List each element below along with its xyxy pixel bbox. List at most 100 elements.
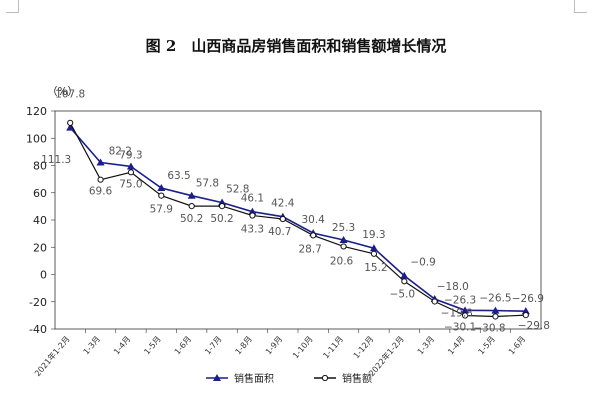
x-tick-label: 1-9月 (264, 335, 284, 357)
x-tick-label: 1-10月 (291, 335, 315, 361)
y-tick-label: 60 (33, 187, 47, 200)
data-label: −26.3 (444, 294, 476, 306)
data-label: −19.8 (441, 307, 473, 319)
triangle-marker (248, 207, 257, 215)
data-label: −5.0 (390, 288, 416, 300)
x-tick-label: 1-5月 (477, 335, 497, 357)
axes (51, 110, 542, 333)
data-label: 43.3 (241, 224, 264, 236)
series-group (66, 119, 530, 320)
top-left-corner-mark (6, 0, 19, 13)
circle-marker (97, 176, 104, 183)
y-tick-label: -40 (29, 323, 47, 336)
circle-marker (188, 203, 195, 210)
triangle-marker (400, 271, 409, 279)
triangle-marker (157, 183, 166, 191)
data-label: 111.3 (41, 154, 71, 166)
data-label: 20.6 (330, 255, 354, 267)
triangle-marker (369, 244, 378, 252)
data-label: 52.8 (226, 184, 249, 196)
data-label: 46.1 (241, 193, 264, 205)
x-axis-ticks: 2021年1-2月 1-3月 1-4月 1-5月 1-6月 1-7月 1-8月 1-9月 1-1… (32, 334, 527, 378)
x-tick-label: 1-3月 (416, 335, 436, 357)
x-tick-label: 1-6月 (507, 335, 527, 357)
data-label: 19.3 (362, 229, 385, 241)
series-line-1 (69, 122, 526, 318)
x-tick-label: 1-12月 (352, 335, 376, 361)
x-tick-label: 1-4月 (112, 335, 132, 357)
data-label: 75.0 (119, 178, 142, 190)
circle-marker (310, 232, 317, 239)
y-tick-label: 120 (26, 105, 47, 118)
circle-marker (431, 298, 438, 305)
x-tick-label: 1-7月 (203, 335, 223, 357)
data-label: −18.0 (437, 281, 469, 293)
data-label: −30.8 (473, 322, 505, 334)
triangle-marker (521, 307, 530, 315)
x-tick-label: 1-3月 (82, 335, 102, 357)
data-label: −29.8 (518, 320, 550, 332)
circle-marker (401, 278, 408, 285)
y-tick-label: 40 (33, 214, 47, 227)
data-label: 50.2 (180, 213, 203, 225)
circle-marker (127, 169, 135, 176)
data-labels: 107.8 82.279.3 63.5 57.8 52.846.1 42.4 30.4 25.… (41, 89, 550, 335)
data-label: 50.2 (210, 213, 233, 225)
circle-marker (249, 212, 256, 219)
y-tick-label: 20 (33, 241, 47, 254)
legend-triangle-marker (213, 374, 221, 381)
x-tick-label: 1-11月 (321, 335, 345, 361)
data-label: −0.9 (410, 257, 436, 269)
triangle-marker (339, 236, 348, 244)
triangle-marker (126, 162, 135, 170)
data-label: −26.5 (479, 293, 511, 305)
unit-label: （%） (47, 86, 78, 98)
triangle-marker (96, 158, 105, 166)
triangle-marker (491, 306, 500, 314)
legend-circle-marker (321, 374, 329, 382)
x-tick-label: 2021年1-2月 (32, 334, 71, 378)
circle-marker (279, 215, 286, 223)
circle-marker (492, 313, 499, 320)
x-tick-label: 1-8月 (234, 335, 254, 357)
circle-marker (461, 312, 469, 319)
data-label: 69.6 (89, 186, 113, 198)
triangle-marker (187, 191, 196, 199)
data-label: 40.7 (268, 226, 291, 238)
data-label: −26.9 (512, 293, 544, 305)
top-right-corner-mark (574, 0, 587, 13)
circle-marker (218, 203, 226, 210)
data-label: 42.4 (271, 198, 295, 210)
circle-marker (522, 312, 529, 319)
y-axis-ticks: 120 100 80 60 40 20 0 -20 -40 (26, 105, 47, 336)
circle-marker (158, 192, 165, 199)
legend-label-0: 销售面积 (234, 372, 274, 385)
triangle-marker (461, 306, 470, 314)
data-label: 57.8 (196, 178, 219, 190)
legend: 销售面积 销售额 (206, 372, 372, 385)
circle-marker (340, 243, 347, 250)
circle-marker (370, 250, 378, 257)
data-label: −30.1 (444, 322, 476, 334)
triangle-marker (66, 123, 75, 131)
series-line-0 (69, 127, 526, 312)
data-label: 57.9 (150, 204, 173, 216)
y-tick-label: -20 (29, 296, 47, 309)
data-label: 82.2 (109, 146, 132, 158)
data-label: 107.8 (55, 89, 85, 101)
x-tick-label: 1-5月 (142, 335, 162, 357)
legend-label-1: 销售额 (342, 372, 372, 385)
x-tick-label: 1-4月 (446, 335, 466, 357)
data-label: 63.5 (167, 170, 190, 182)
data-label: 15.2 (364, 262, 387, 274)
y-tick-label: 100 (26, 132, 47, 145)
data-label: 79.3 (119, 149, 142, 161)
data-label: 25.3 (332, 222, 355, 234)
y-tick-label: 80 (33, 160, 47, 173)
data-label: 30.4 (301, 214, 325, 226)
x-tick-label: 1-6月 (173, 335, 193, 357)
data-label: 28.7 (298, 243, 321, 255)
chart-title: 图 2 山西商品房销售面积和销售额增长情况 (146, 37, 447, 55)
circle-marker (67, 119, 74, 126)
